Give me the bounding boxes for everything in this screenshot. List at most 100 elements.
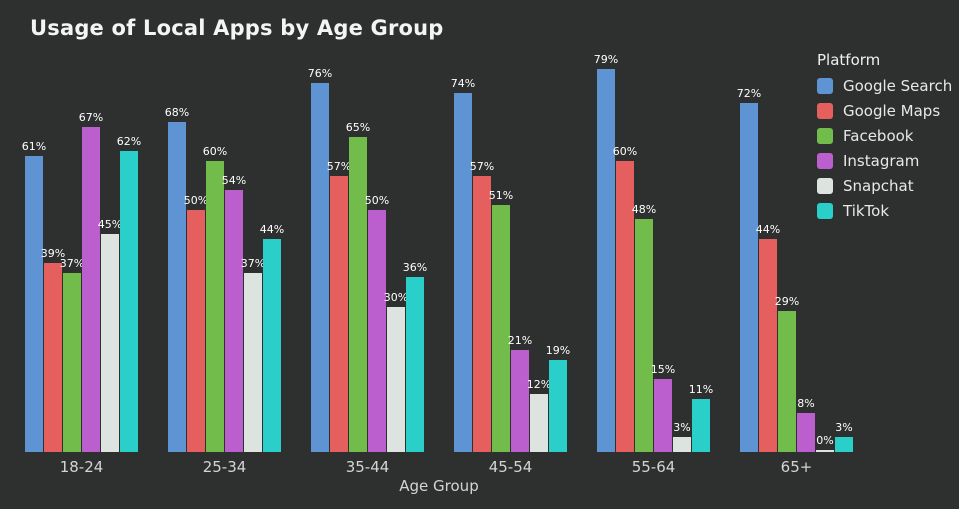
bar-value-label: 50%: [364, 193, 390, 207]
bar-value-label: 19%: [545, 343, 571, 357]
bar-snapchat: 45%: [98, 218, 122, 452]
bar-google-search: 68%: [165, 106, 189, 452]
bar-value-label: 21%: [507, 334, 533, 348]
x-tick-label: 65+: [780, 458, 813, 476]
bar-instagram: 54%: [222, 174, 246, 452]
plot-area: 61% 39% 37% 67% 45% 62% 18-24 68% 50% 60% 54% 37% 44…: [22, 53, 853, 476]
bar-google-maps: 44%: [756, 223, 780, 452]
bar-tiktok: 62%: [117, 135, 141, 452]
x-tick-label: 18-24: [59, 458, 104, 476]
bar-value-label: 30%: [383, 290, 409, 304]
bar-value-label: 39%: [40, 246, 66, 260]
x-axis-title: Age Group: [399, 477, 479, 495]
bar-instagram: 21%: [508, 334, 532, 452]
bar-facebook: 48%: [632, 203, 656, 452]
bar-value-label: 65%: [345, 120, 371, 134]
legend-entry-facebook: Facebook: [817, 127, 952, 145]
bar-google-maps: 39%: [41, 247, 65, 452]
bar-google-search: 74%: [451, 77, 475, 452]
legend-swatch-icon: [817, 203, 833, 219]
legend-label: Snapchat: [843, 177, 914, 195]
bar-facebook: 60%: [203, 145, 227, 452]
bar-google-maps: 57%: [470, 160, 494, 452]
bar-tiktok: 44%: [260, 223, 284, 452]
bar-value-label: 51%: [488, 188, 514, 202]
bar-google-search: 61%: [22, 140, 46, 452]
x-tick-label: 25-34: [202, 458, 247, 476]
bar-value-label: 76%: [307, 67, 333, 81]
legend: Platform Google Search Google Maps Faceboo…: [817, 51, 952, 220]
legend-entry-instagram: Instagram: [817, 152, 952, 170]
x-tick-label: 35-44: [345, 458, 390, 476]
legend-swatch-icon: [817, 78, 833, 94]
bar-value-label: 57%: [326, 159, 352, 173]
bar-instagram: 50%: [365, 194, 389, 452]
bar-value-label: 61%: [21, 140, 47, 154]
bar-value-label: 79%: [593, 52, 619, 66]
bar-tiktok: 11%: [689, 383, 713, 452]
bar-value-label: 11%: [688, 382, 714, 396]
bar-group-45-54: 74% 57% 51% 21% 12% 19% 45-54: [451, 60, 570, 476]
bar-google-search: 72%: [737, 87, 761, 452]
legend-label: Instagram: [843, 152, 920, 170]
legend-entry-snapchat: Snapchat: [817, 177, 952, 195]
bar-value-label: 60%: [202, 145, 228, 158]
legend-swatch-icon: [817, 178, 833, 194]
bar-value-label: 37%: [240, 256, 266, 270]
bar-value-label: 48%: [631, 203, 657, 217]
bar-value-label: 67%: [78, 111, 104, 125]
bar-facebook: 65%: [346, 121, 370, 452]
bar-value-label: 57%: [469, 159, 495, 173]
bar-google-search: 79%: [594, 53, 618, 452]
bar-instagram: 67%: [79, 111, 103, 452]
bar-group-25-34: 68% 50% 60% 54% 37% 44% 25-34: [165, 60, 284, 476]
bar-group-35-44: 76% 57% 65% 50% 30% 36% 35-44: [308, 60, 428, 476]
legend-entry-google-search: Google Search: [817, 77, 952, 95]
bar-instagram: 15%: [651, 363, 675, 452]
bar-facebook: 51%: [489, 189, 513, 452]
bar-google-maps: 60%: [613, 145, 637, 452]
bar-google-search: 76%: [308, 67, 332, 452]
bar-value-label: 72%: [736, 86, 762, 100]
bar-group-55-64: 79% 60% 48% 15% 3% 11% 55-64: [594, 53, 713, 476]
x-tick-label: 45-54: [488, 458, 533, 476]
bar-value-label: 44%: [755, 222, 781, 236]
bar-value-label: 62%: [116, 135, 142, 149]
bar-value-label: 0%: [816, 433, 834, 447]
bar-google-maps: 57%: [327, 160, 351, 452]
bar-value-label: 60%: [612, 145, 638, 158]
bar-group-65+: 72% 44% 29% 8% 0% 3% 65+: [737, 60, 853, 476]
bar-value-label: 12%: [526, 377, 552, 391]
x-tick-label: 55-64: [631, 458, 676, 476]
bar-snapchat: 0%: [816, 434, 834, 452]
bar-tiktok: 3%: [835, 421, 853, 452]
bar-snapchat: 30%: [384, 291, 408, 452]
bar-snapchat: 3%: [673, 421, 691, 452]
bar-snapchat: 37%: [241, 257, 265, 452]
bar-google-maps: 50%: [184, 194, 208, 452]
bar-value-label: 44%: [259, 222, 285, 236]
bar-value-label: 36%: [402, 261, 428, 275]
legend-entry-google-maps: Google Maps: [817, 102, 952, 120]
bar-value-label: 3%: [673, 421, 691, 435]
legend-label: TikTok: [843, 202, 890, 220]
legend-label: Google Maps: [843, 102, 941, 120]
bar-value-label: 8%: [797, 397, 815, 411]
chart-title: Usage of Local Apps by Age Group: [30, 16, 444, 40]
legend-entry-tiktok: TikTok: [817, 202, 952, 220]
legend-swatch-icon: [817, 128, 833, 144]
bar-group-18-24: 61% 39% 37% 67% 45% 62% 18-24: [22, 60, 141, 476]
bar-value-label: 37%: [59, 256, 85, 270]
bar-value-label: 45%: [97, 217, 123, 231]
bar-value-label: 74%: [450, 77, 476, 91]
legend-swatch-icon: [817, 103, 833, 119]
bar-facebook: 29%: [775, 295, 799, 452]
bar-value-label: 15%: [650, 363, 676, 377]
bar-instagram: 8%: [797, 397, 815, 452]
legend-title: Platform: [817, 51, 881, 69]
bar-snapchat: 12%: [527, 378, 551, 452]
bar-value-label: 50%: [183, 193, 209, 207]
bar-tiktok: 19%: [546, 344, 570, 452]
bar-value-label: 68%: [164, 106, 190, 120]
